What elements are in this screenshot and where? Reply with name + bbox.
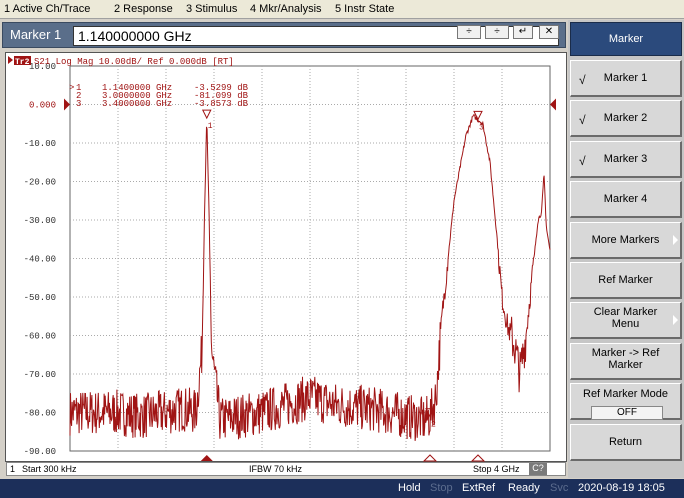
marker-3-label: 3	[479, 123, 484, 132]
active-trace-indicator-icon	[8, 56, 13, 64]
marker-frequency-input[interactable]: 1.140000000 GHz	[73, 26, 559, 46]
footer-ifbw: IFBW 70 kHz	[249, 464, 303, 474]
y-tick-label: 0.000	[29, 101, 56, 111]
trace-display: 10.00 0.000 -10.00 -20.00 -30.00 -40.00 -50.00…	[5, 52, 567, 462]
marker-2-label: 2	[431, 421, 436, 430]
y-tick-label: -80.00	[24, 409, 56, 419]
softkey-label: Marker -> Ref Marker	[591, 346, 660, 371]
trace-badge-bg	[14, 56, 31, 65]
softkey-ref-marker-mode[interactable]: Ref Marker Mode OFF	[570, 383, 682, 421]
softkey-clear-marker-menu[interactable]: Clear Marker Menu	[570, 302, 682, 340]
y-tick-label: -60.00	[24, 332, 56, 342]
marker-row-1-value: -3.5299 dB	[194, 83, 249, 93]
check-icon: √	[579, 113, 586, 128]
active-marker-position-icon	[200, 455, 213, 461]
trace-badge: Tr2	[15, 58, 30, 67]
status-svc: Svc	[550, 482, 569, 494]
menu-item-5[interactable]: 5 Instr State	[335, 3, 395, 15]
submenu-arrow-icon	[673, 234, 678, 245]
softkey-label: Clear Marker Menu	[593, 306, 658, 331]
status-bar: Hold Stop ExtRef Ready Svc 2020-08-19 18:05	[0, 479, 684, 498]
step-up-button[interactable]: ÷	[457, 25, 481, 39]
y-tick-label: -30.00	[24, 216, 56, 226]
marker-3-position-icon	[470, 454, 486, 462]
softkey-return[interactable]: Return	[570, 423, 682, 461]
softkey-panel: Marker Marker 1 √ Marker 2 √ Marker 3 √ Marker …	[568, 20, 684, 478]
menu-item-3[interactable]: 3 Stimulus	[186, 3, 238, 15]
marker-row-2-id: 2	[76, 91, 81, 101]
trace-header: S21 Log Mag 10.00dB/ Ref 0.000dB [RT]	[34, 57, 234, 67]
marker-entry-bar: Marker 1 1.140000000 GHz ÷ ÷ ↵ ✕	[2, 22, 566, 48]
status-extref: ExtRef	[462, 482, 496, 494]
softkey-label: Marker 4	[603, 193, 648, 206]
softkey-marker-2[interactable]: Marker 2 √	[570, 100, 682, 138]
softkey-marker-1[interactable]: Marker 1 √	[570, 60, 682, 97]
softkey-label: Return	[608, 435, 643, 448]
marker-row-3-id: 3	[76, 99, 81, 109]
active-marker-pointer: >	[69, 83, 74, 93]
y-tick-label: -90.00	[24, 447, 56, 457]
status-hold: Hold	[398, 482, 421, 494]
trace-plot: 10.00 0.000 -10.00 -20.00 -30.00 -40.00 -50.00…	[8, 56, 556, 462]
entry-label: Marker 1	[10, 27, 62, 42]
ref-marker-mode-state: OFF	[591, 406, 663, 421]
step-down-button[interactable]: ÷	[485, 25, 509, 39]
softkey-label: Marker 2	[603, 112, 648, 125]
submenu-arrow-icon	[673, 315, 678, 326]
softkey-more-markers[interactable]: More Markers	[570, 221, 682, 259]
y-tick-label: -50.00	[24, 293, 56, 303]
y-tick-label: -10.00	[24, 139, 56, 149]
status-ready: Ready	[508, 482, 540, 494]
y-tick-label: -20.00	[24, 178, 56, 188]
menu-item-4[interactable]: 4 Mkr/Analysis	[250, 3, 322, 15]
marker-row-2-freq: 3.0000000 GHz	[102, 91, 172, 101]
marker-row-3-value: -3.8573 dB	[194, 99, 249, 109]
softkey-label: Marker 1	[603, 72, 648, 84]
check-icon: √	[579, 73, 586, 87]
status-stop: Stop	[430, 482, 453, 494]
channel-footer: 1 Start 300 kHz IFBW 70 kHz Stop 4 GHz C…	[6, 462, 566, 476]
marker-3-glyph[interactable]	[473, 110, 483, 121]
y-tick-label: -70.00	[24, 370, 56, 380]
softkey-title: Marker	[570, 22, 682, 56]
trace-series-line	[69, 114, 551, 441]
menu-bar: 1 Active Ch/Trace 2 Response 3 Stimulus 4 M…	[0, 0, 684, 19]
status-datetime: 2020-08-19 18:05	[578, 482, 665, 494]
reference-level-left-icon	[64, 98, 70, 111]
softkey-marker-ref-marker[interactable]: Marker -> Ref Marker	[570, 342, 682, 380]
softkey-label: More Markers	[591, 233, 660, 246]
marker-frequency-value: 1.140000000 GHz	[78, 28, 192, 44]
enter-button[interactable]: ↵	[513, 25, 533, 39]
softkey-label: Ref Marker Mode	[583, 388, 668, 401]
marker-2-glyph[interactable]	[425, 408, 435, 418]
marker-row-2-value: -81.099 dB	[194, 91, 249, 101]
softkey-label: Ref Marker	[598, 274, 653, 286]
marker-2-position-icon	[422, 454, 438, 462]
softkey-marker-3[interactable]: Marker 3 √	[570, 140, 682, 178]
y-tick-label: 10.00	[29, 62, 56, 72]
marker-1-label: 1	[208, 122, 213, 131]
footer-start: Start 300 kHz	[22, 464, 77, 474]
footer-stop: Stop 4 GHz	[473, 464, 520, 474]
menu-item-1[interactable]: 1 Active Ch/Trace	[4, 3, 91, 15]
marker-row-1-freq: 1.1400000 GHz	[102, 83, 172, 93]
menu-item-2[interactable]: 2 Response	[114, 3, 173, 15]
y-tick-label: -40.00	[24, 255, 56, 265]
footer-badge: C?	[529, 463, 547, 475]
softkey-marker-4[interactable]: Marker 4	[570, 181, 682, 219]
marker-row-3-freq: 3.4000000 GHz	[102, 99, 172, 109]
softkey-ref-marker[interactable]: Ref Marker	[570, 262, 682, 299]
footer-channel: 1	[10, 464, 16, 474]
marker-1-glyph[interactable]	[201, 109, 212, 120]
cancel-button[interactable]: ✕	[539, 25, 559, 39]
marker-row-1-id: 1	[76, 83, 81, 93]
check-icon: √	[579, 153, 586, 168]
reference-level-right-icon	[550, 98, 556, 111]
softkey-label: Marker 3	[603, 152, 648, 165]
softkey-title-label: Marker	[608, 33, 644, 45]
